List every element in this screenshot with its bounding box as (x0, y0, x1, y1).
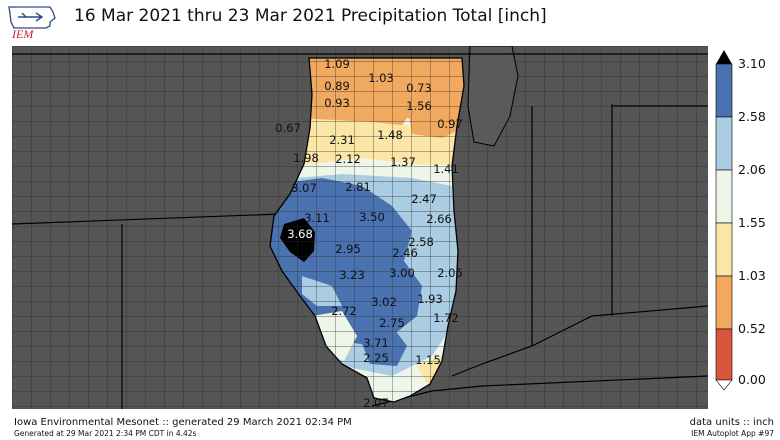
value-label: 2.25 (363, 351, 389, 365)
value-label: 0.97 (437, 117, 463, 131)
value-label: 2.07 (363, 396, 389, 409)
value-label: 1.03 (368, 71, 394, 85)
value-label: 1.41 (433, 162, 459, 176)
colorbar-tick: 0.52 (738, 321, 766, 336)
value-label: 2.31 (329, 133, 355, 147)
bin-0.52-1.03 (715, 275, 733, 330)
value-label: 2.05 (437, 266, 463, 280)
value-label: 2.75 (379, 316, 405, 330)
value-label: 1.09 (324, 57, 350, 71)
value-label: 1.37 (390, 155, 416, 169)
value-label: 2.81 (345, 180, 371, 194)
colorbar-under-triangle (715, 379, 733, 391)
value-label: 1.48 (377, 128, 403, 142)
bin-2.06-2.58 (715, 116, 733, 171)
value-label: 0.67 (275, 121, 301, 135)
bin-1.55-2.06 (715, 169, 733, 224)
colorbar-tick: 2.06 (738, 162, 766, 177)
value-label: 3.68 (287, 227, 313, 241)
bin-2.58-3.10 (715, 63, 733, 118)
value-label: 0.89 (324, 79, 350, 93)
value-label: 2.95 (335, 242, 361, 256)
illinois-outline (269, 57, 465, 403)
wind-barb-icon (18, 12, 44, 22)
value-label: 3.71 (363, 336, 389, 350)
footer-units: data units :: inch (689, 417, 774, 428)
colorbar-ticks: 3.10 2.58 2.06 1.55 1.03 0.52 0.00 (738, 56, 766, 387)
bin-0.00-0.52 (715, 328, 733, 381)
colorbar-tick: 1.03 (738, 268, 766, 283)
value-label: 3.00 (389, 266, 415, 280)
value-label: 3.07 (291, 181, 317, 195)
value-label: 2.12 (335, 152, 361, 166)
footer-timing: Generated at 29 Mar 2021 2:34 PM CDT in … (14, 429, 197, 438)
footer-generated: Iowa Environmental Mesonet :: generated … (14, 417, 352, 428)
value-label: 2.46 (392, 246, 418, 260)
value-label: 1.93 (417, 292, 443, 306)
value-label: 2.72 (331, 304, 357, 318)
colorbar-over-triangle (716, 50, 732, 64)
bin-1.03-1.55 (715, 222, 733, 277)
value-label: 2.66 (426, 212, 452, 226)
value-label: 3.23 (339, 268, 365, 282)
value-label: 1.98 (293, 151, 319, 165)
value-label: 2.58 (408, 235, 434, 249)
colorbar-tick: 3.10 (738, 56, 766, 71)
logo-text: IEM (11, 27, 34, 40)
value-label: 1.56 (406, 99, 432, 113)
colorbar-tick: 0.00 (738, 372, 766, 387)
map-title: 16 Mar 2021 thru 23 Mar 2021 Precipitati… (74, 6, 547, 26)
value-label: 0.73 (406, 81, 432, 95)
value-label: 3.11 (304, 211, 330, 225)
precipitation-map: 1.09 1.03 0.89 0.73 0.93 1.56 0.67 0.97 … (12, 46, 708, 409)
footer-app: IEM Autoplot App #97 (691, 429, 774, 438)
colorbar-bins (715, 63, 733, 381)
value-label: 1.72 (433, 311, 459, 325)
lake-michigan (467, 46, 519, 147)
value-label: 2.47 (411, 192, 437, 206)
value-label: 3.02 (371, 295, 397, 309)
station-labels: 1.09 1.03 0.89 0.73 0.93 1.56 0.67 0.97 … (275, 57, 463, 409)
colorbar-tick: 2.58 (738, 109, 766, 124)
value-label: 0.93 (324, 96, 350, 110)
colorbar-tick: 1.55 (738, 215, 766, 230)
value-label: 3.50 (359, 210, 385, 224)
iem-logo: IEM (8, 6, 56, 40)
value-label: 1.15 (415, 353, 441, 367)
colorbar: 3.10 2.58 2.06 1.55 1.03 0.52 0.00 (715, 50, 766, 391)
